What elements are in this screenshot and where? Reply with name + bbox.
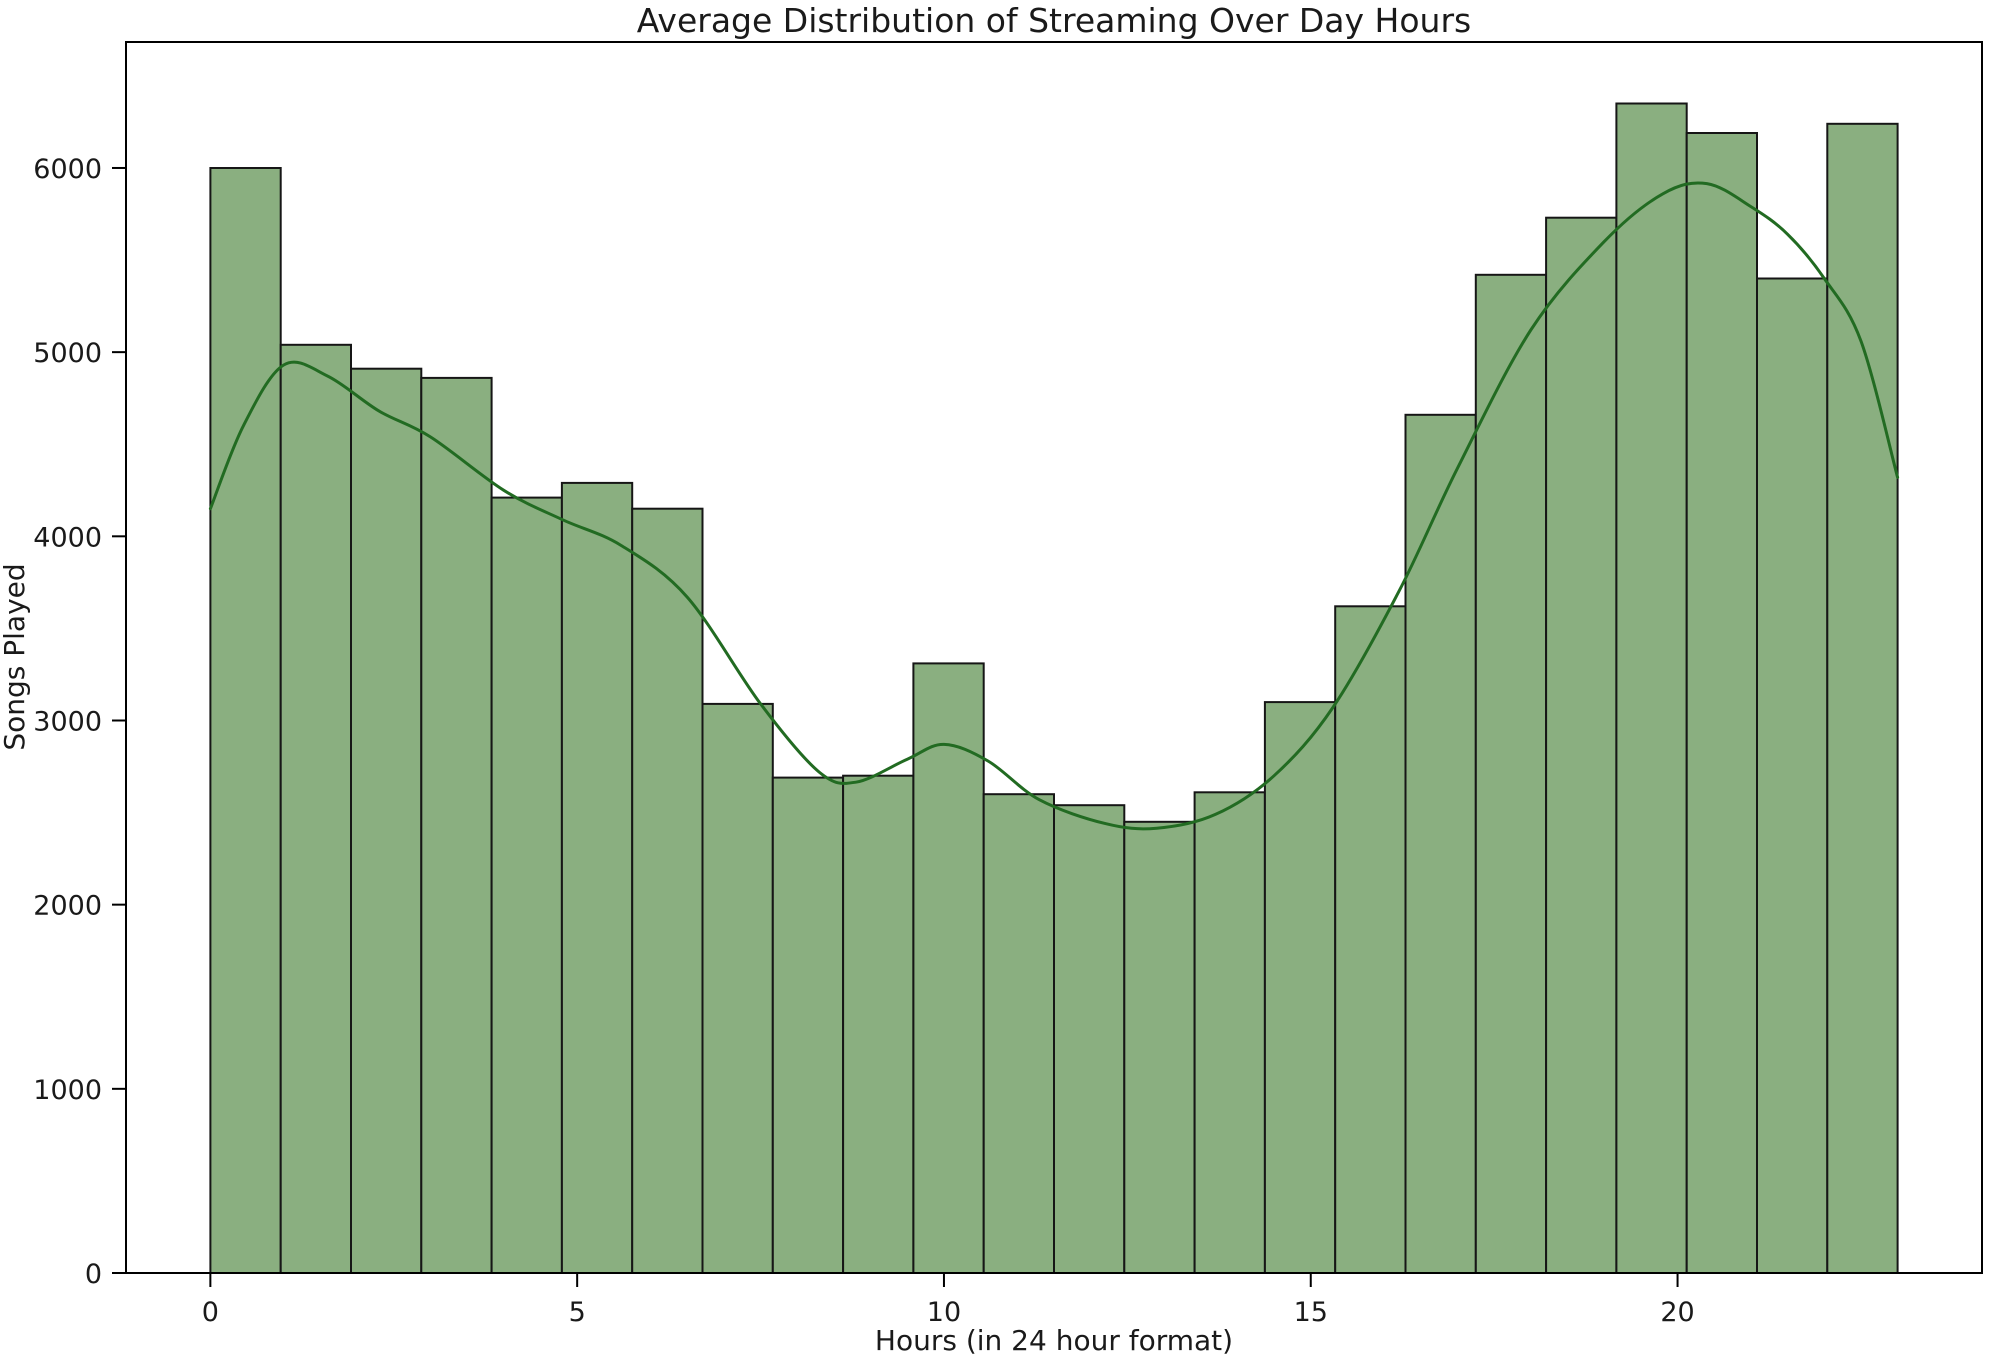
histogram-bar <box>279 343 353 1274</box>
y-tick-label: 3000 <box>33 706 102 737</box>
histogram-bar <box>1826 122 1899 1274</box>
histogram-bar <box>842 774 915 1274</box>
y-tick-label: 2000 <box>33 891 102 922</box>
histogram-bar <box>1053 804 1126 1274</box>
histogram-bar <box>1123 820 1196 1274</box>
histogram-bar <box>982 793 1056 1274</box>
histogram-bar <box>771 776 845 1274</box>
x-tick-label: 0 <box>202 1297 219 1328</box>
histogram-bar <box>1334 605 1407 1274</box>
histogram-bar <box>1263 701 1337 1274</box>
histogram-bar <box>1615 102 1688 1274</box>
kde-layer <box>208 181 1900 831</box>
histogram-bars <box>209 102 1899 1275</box>
histogram-bar <box>420 376 493 1274</box>
histogram-bar <box>1404 413 1477 1274</box>
histogram-bar <box>912 662 985 1274</box>
histogram-bar <box>1193 791 1266 1274</box>
histogram-bar <box>631 507 704 1274</box>
y-axis: 0 1000 2000 3000 4000 5000 6000 <box>33 154 126 1290</box>
histogram-bar <box>701 702 774 1274</box>
x-axis-label: Hours (in 24 hour format) <box>875 1324 1233 1356</box>
histogram-bar <box>1474 273 1548 1274</box>
histogram-bar <box>560 481 634 1274</box>
y-tick-label: 5000 <box>33 338 102 369</box>
x-tick-label: 5 <box>569 1297 586 1328</box>
y-tick-label: 0 <box>85 1259 102 1290</box>
y-tick-label: 6000 <box>33 154 102 185</box>
y-tick-label: 1000 <box>33 1075 102 1106</box>
plot-frame <box>125 41 1983 1274</box>
histogram-bar <box>490 496 563 1275</box>
histogram-bar <box>1685 132 1758 1274</box>
chart-title: Average Distribution of Streaming Over D… <box>637 1 1471 40</box>
y-axis-label: Songs Played <box>0 563 31 750</box>
kde-curve <box>208 181 1900 831</box>
x-tick-label: 15 <box>1294 1297 1328 1328</box>
histogram-bar <box>350 367 423 1274</box>
y-tick-label: 4000 <box>33 522 102 553</box>
histogram-bar <box>209 167 282 1274</box>
x-tick-label: 10 <box>927 1297 961 1328</box>
histogram-bar <box>1545 216 1618 1275</box>
histogram-bar <box>1756 277 1829 1274</box>
x-tick-label: 20 <box>1660 1297 1694 1328</box>
x-axis: 0 5 10 15 20 <box>202 1273 1695 1328</box>
